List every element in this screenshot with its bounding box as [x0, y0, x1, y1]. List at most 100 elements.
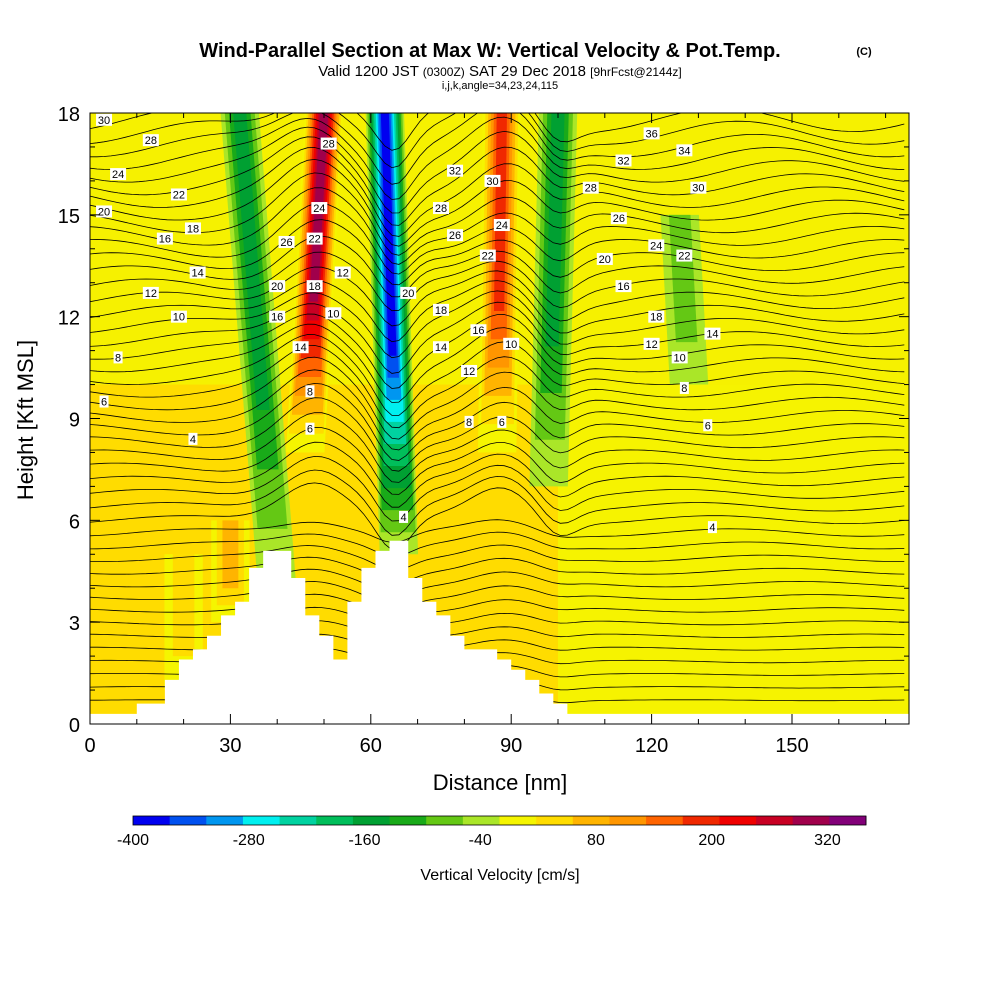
contour-label-text: 14 — [706, 329, 718, 341]
contour-label-box — [269, 280, 286, 293]
colorbar-swatch — [572, 816, 610, 825]
contour-label-text: 16 — [472, 325, 484, 337]
contour-label-text: 16 — [271, 312, 283, 324]
y-tick-label: 9 — [69, 410, 80, 432]
contour-label-text: 6 — [499, 417, 505, 429]
contour-label-text: 10 — [173, 312, 185, 324]
contour-label-text: 34 — [678, 145, 690, 157]
contour-label: 26 — [278, 235, 295, 249]
contour-label-box — [503, 337, 520, 350]
contour-label-text: 18 — [435, 305, 447, 317]
contour-label-text: 8 — [681, 383, 687, 395]
colorbar-label: Vertical Velocity [cm/s] — [420, 867, 579, 884]
colorbar-swatch — [242, 816, 281, 825]
contour-label-text: 20 — [98, 206, 110, 218]
theta-contour-line — [90, 531, 905, 558]
contour-label: 12 — [643, 337, 660, 351]
contour-label: 8 — [305, 385, 315, 398]
contour-label: 6 — [99, 395, 109, 409]
colorbar-tick-label: -400 — [117, 832, 149, 849]
contour-label-box — [305, 385, 315, 398]
theta-contour-line — [90, 235, 905, 298]
contour-label-text: 6 — [705, 420, 711, 432]
contour-label-box — [671, 351, 688, 364]
colorbar-tick-label: -160 — [348, 832, 380, 849]
y-tick-label: 18 — [58, 104, 80, 126]
contour-label-box — [113, 351, 123, 364]
theta-contour-line — [90, 219, 905, 286]
contour-label-text: 8 — [466, 417, 472, 429]
velocity-band — [380, 113, 397, 356]
contour-label: 16 — [615, 280, 632, 293]
contour-label: 10 — [671, 351, 688, 364]
theta-contour-line — [90, 568, 905, 597]
contour-label: 18 — [648, 310, 665, 324]
chart-subtitle: Valid 1200 JST (0300Z) SAT 29 Dec 2018 [… — [318, 63, 681, 80]
contour-label-text: 28 — [145, 135, 157, 147]
contour-label-text: 8 — [115, 352, 121, 364]
colorbar-swatch — [169, 816, 207, 825]
plot-area: 30 28 24 22 20 18 16 14 12 10 8 6 4 28 24 22 26 18 12 20 16 1… — [90, 113, 909, 724]
x-tick-label: 30 — [219, 735, 241, 757]
contour-label-box — [676, 249, 693, 262]
contour-label-text: 28 — [435, 203, 447, 215]
colorbar-tick-label: -40 — [469, 832, 492, 849]
contour-label-text: 24 — [112, 169, 124, 181]
colorbar-swatch — [756, 816, 794, 825]
contour-label-box — [704, 327, 721, 340]
contour-label: 32 — [447, 164, 464, 178]
contour-label: 12 — [461, 364, 478, 378]
contour-label-box — [447, 164, 464, 177]
contour-label-text: 22 — [482, 251, 494, 263]
colorbar-tick-label: 200 — [698, 832, 725, 849]
contour-label-box — [110, 168, 127, 181]
contour-label-box — [99, 395, 109, 408]
contour-label: 8 — [113, 351, 123, 364]
contour-label-box — [399, 510, 409, 523]
contour-label-box — [433, 303, 449, 316]
contour-label-box — [325, 307, 342, 320]
contour-label: 10 — [170, 310, 187, 324]
contour-label: 24 — [311, 202, 328, 215]
subtitle-indices: i,j,k,angle=34,23,24,115 — [442, 80, 558, 92]
contour-label-box — [184, 222, 201, 235]
contour-label-text: 24 — [650, 240, 662, 252]
y-tick-label: 3 — [69, 613, 80, 635]
contour-label-box — [690, 181, 707, 194]
contour-label-box — [170, 310, 187, 323]
colorbar-swatch — [462, 816, 500, 825]
contour-label: 16 — [470, 324, 487, 337]
contour-label-text: 18 — [650, 312, 662, 324]
theta-contour-line — [90, 455, 905, 522]
contour-label-text: 30 — [486, 176, 498, 188]
contour-label: 22 — [676, 249, 693, 263]
contour-label-box — [269, 310, 286, 323]
theta-contour-line — [90, 441, 905, 508]
contour-label-box — [311, 202, 328, 215]
theta-contour-line — [90, 116, 905, 200]
theta-contour-line — [90, 323, 905, 403]
contour-label-box — [447, 229, 464, 242]
colorbar-swatch — [316, 816, 354, 825]
theta-contour-line — [90, 126, 905, 214]
colorbar-swatch — [646, 816, 684, 825]
contour-label: 10 — [325, 307, 342, 320]
theta-contour-line — [90, 544, 905, 571]
contour-label-text: 22 — [309, 234, 321, 246]
contour-label: 28 — [142, 134, 159, 147]
contour-label: 4 — [707, 521, 717, 534]
contour-label-box — [292, 341, 309, 354]
contour-label: 22 — [479, 249, 496, 263]
contour-label: 20 — [96, 205, 113, 218]
contour-label-box — [96, 113, 113, 126]
x-tick-label: 150 — [775, 735, 808, 757]
contour-label: 22 — [170, 188, 187, 201]
contour-label-text: 16 — [159, 234, 171, 246]
subtitle-zulu: (0300Z) — [423, 65, 465, 79]
subtitle-date: SAT 29 Dec 2018 — [469, 63, 586, 80]
y-tick-label: 0 — [69, 715, 80, 737]
contour-label-text: 20 — [599, 254, 611, 266]
theta-contour-line — [90, 251, 905, 312]
colorbar-frame — [132, 815, 867, 826]
